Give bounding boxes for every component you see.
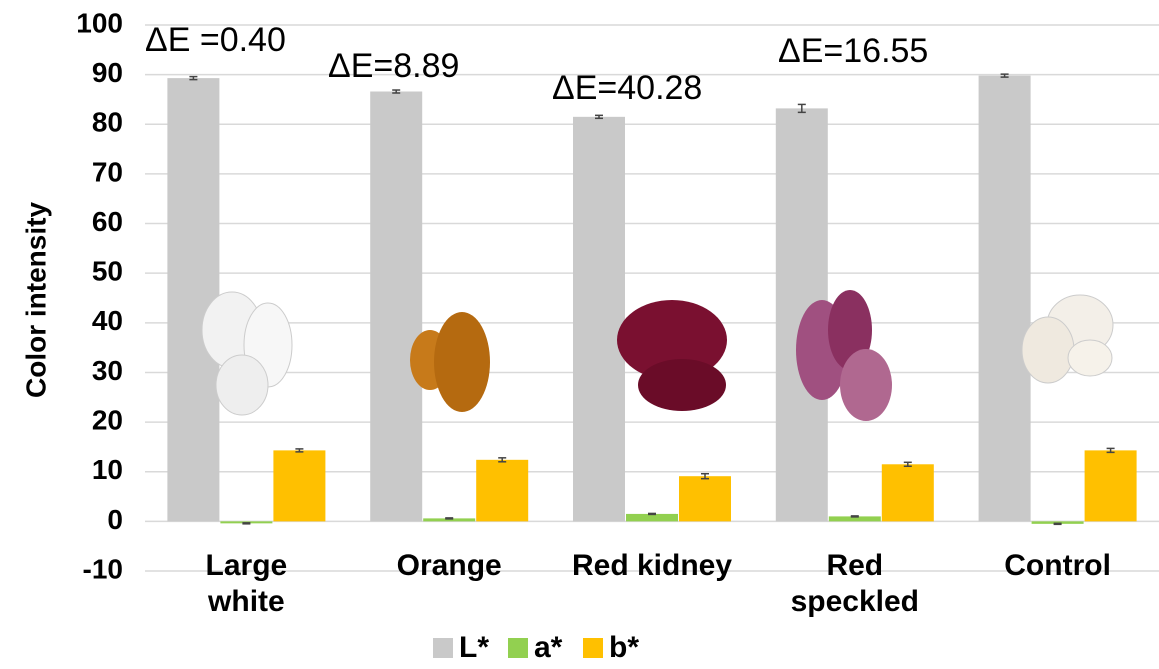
error-bar: [648, 513, 656, 514]
bars: [167, 74, 1136, 524]
bar: [679, 476, 731, 521]
x-tick-label: Orange: [349, 548, 549, 584]
legend-swatch: [508, 638, 528, 658]
legend-swatch: [433, 638, 453, 658]
x-tick-label: Control: [958, 548, 1158, 584]
bean: [1068, 340, 1112, 376]
bean: [638, 359, 726, 411]
bean: [840, 349, 892, 421]
error-bar: [242, 523, 250, 524]
y-tick-label: 30: [92, 355, 123, 386]
bar: [370, 92, 422, 522]
bean-pictures: [202, 290, 1113, 421]
error-bar: [445, 518, 453, 519]
y-tick-label: -10: [83, 553, 123, 584]
x-tick-label: Large white: [146, 548, 346, 620]
annotation: ΔE=8.89: [328, 47, 459, 85]
bar: [476, 460, 528, 522]
y-tick-label: 20: [92, 404, 123, 435]
y-tick-label: 50: [92, 256, 123, 287]
error-bar: [904, 462, 912, 466]
bean: [216, 355, 268, 415]
bar: [273, 450, 325, 521]
y-tick-label: 90: [92, 57, 123, 88]
bar: [979, 76, 1031, 522]
y-tick-label: 80: [92, 107, 123, 138]
annotation: ΔE=40.28: [552, 69, 702, 107]
y-tick-label: 60: [92, 206, 123, 237]
x-tick-label: Red kidney: [552, 548, 752, 584]
legend-label: b*: [609, 631, 639, 664]
error-bar: [851, 516, 859, 517]
bean: [434, 312, 490, 412]
y-tick-label: 100: [76, 7, 123, 38]
legend-swatch: [583, 638, 603, 658]
annotation: ΔE =0.40: [145, 21, 286, 59]
y-tick-label: 40: [92, 305, 123, 336]
legend-label: a*: [534, 631, 563, 664]
bar: [882, 464, 934, 521]
y-tick-label: 10: [92, 454, 123, 485]
chart-page: -10 0 10 20 30 40 50 60 70 80 90 100 Color intensit…: [0, 0, 1159, 669]
legend-label: L*: [459, 631, 489, 664]
y-tick-label: 70: [92, 156, 123, 187]
x-tick-label: Red speckled: [755, 548, 955, 620]
y-tick-label: 0: [107, 504, 123, 535]
bar: [573, 117, 625, 522]
legend: L* a* b*: [433, 631, 639, 664]
error-bar: [1054, 523, 1062, 524]
annotation: ΔE=16.55: [778, 32, 928, 70]
bar: [167, 78, 219, 521]
y-axis-label: Color intensity: [20, 202, 51, 398]
bean: [1022, 317, 1074, 383]
bar: [1085, 450, 1137, 521]
